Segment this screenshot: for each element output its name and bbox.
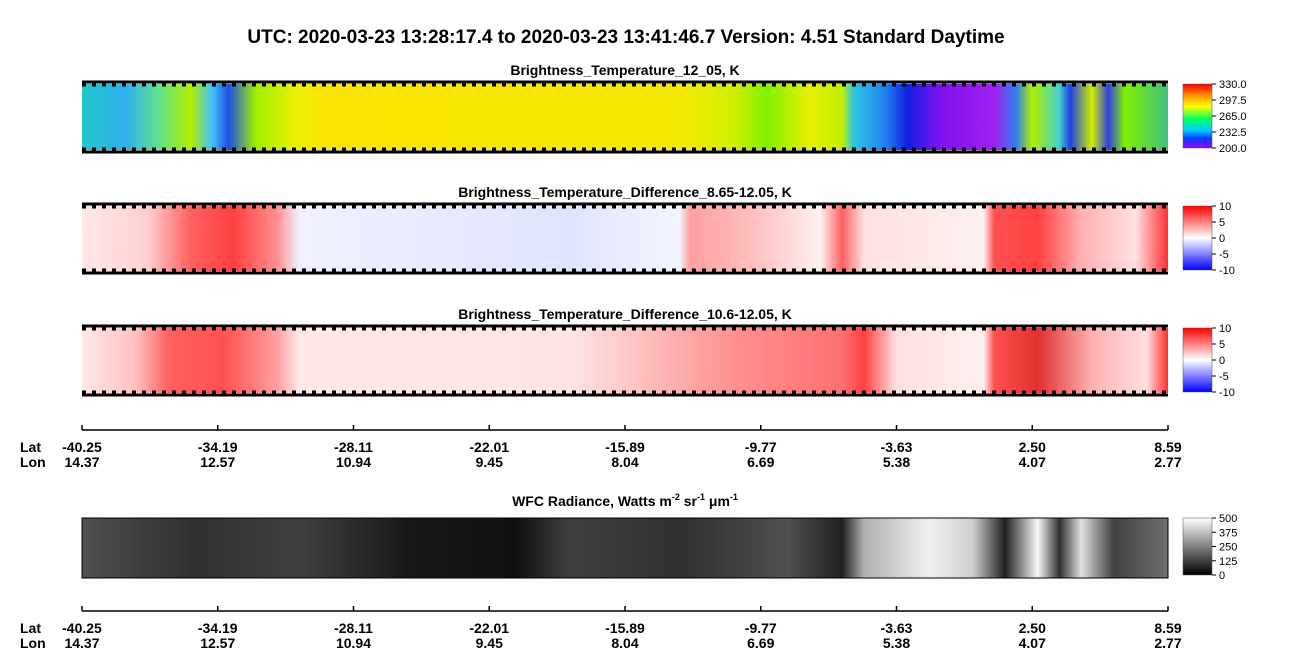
panel-title: Brightness_Temperature_Difference_10.6-1… [458,306,792,322]
lat-tick-label: 8.59 [1154,620,1181,636]
lon-label: Lon [20,635,46,651]
lat-tick-label: 2.50 [1019,439,1046,455]
lat-tick-label: -3.63 [881,620,913,636]
lon-tick-label: 4.07 [1019,635,1046,651]
title-part: -1 [730,492,738,502]
lon-tick-label: 10.94 [336,635,371,651]
lon-tick-label: 14.37 [64,454,99,470]
lat-tick-label: 2.50 [1019,620,1046,636]
colorbar-tick-label: 5 [1219,339,1225,351]
colorbar-tick-label: 297.5 [1219,95,1247,107]
colorbar-tick-label: 0 [1219,355,1225,367]
colorbar-tick-label: 0 [1219,233,1225,245]
lon-tick-label: 5.38 [883,635,910,651]
lon-tick-label: 8.04 [611,635,638,651]
lat-tick-label: -9.77 [745,439,777,455]
image-strip [82,84,1168,150]
title-part: -2 [672,492,680,502]
colorbar-tick-label: 10 [1219,201,1231,213]
colorbar-tick-label: 375 [1219,527,1237,539]
colorbar-tick-label: 0 [1219,570,1225,582]
panel-title: WFC Radiance, Watts m-2 sr-1 μm-1 [512,492,738,509]
title-part: WFC Radiance, Watts m [512,493,672,509]
lon-tick-label: 4.07 [1019,454,1046,470]
lon-tick-label: 9.45 [476,454,503,470]
lon-tick-label: 10.94 [336,454,371,470]
colorbar-tick-label: 250 [1219,542,1237,554]
lon-tick-label: 2.77 [1154,635,1181,651]
colorbar-tick-label: 330.0 [1219,79,1247,91]
lat-tick-label: -9.77 [745,620,777,636]
colorbar-tick-label: 232.5 [1219,127,1247,139]
lon-tick-label: 12.57 [200,635,235,651]
lat-tick-label: -40.25 [62,620,102,636]
lat-label: Lat [20,620,41,636]
colorbar-tick-label: 10 [1219,323,1231,335]
lon-tick-label: 5.38 [883,454,910,470]
colorbar-tick-label: 200.0 [1219,143,1247,155]
colorbar-tick-label: 500 [1219,513,1237,525]
lat-tick-label: -28.11 [334,620,373,636]
lat-tick-label: 8.59 [1154,439,1181,455]
colorbar [1182,83,1213,149]
page-title: UTC: 2020-03-23 13:28:17.4 to 2020-03-23… [247,27,1004,48]
lon-tick-label: 2.77 [1154,454,1181,470]
lat-tick-label: -34.19 [198,439,238,455]
lat-tick-label: -22.01 [469,439,509,455]
colorbar-tick-label: 5 [1219,217,1225,229]
colorbar [1182,327,1213,393]
colorbar-tick-label: -10 [1219,387,1235,399]
lat-tick-label: -3.63 [881,439,913,455]
image-strip [81,517,1169,579]
lon-label: Lon [20,454,46,470]
lon-tick-label: 6.69 [747,635,774,651]
lat-tick-label: -40.25 [62,439,102,455]
lon-tick-label: 8.04 [611,454,638,470]
image-strip [82,206,1168,271]
lat-label: Lat [20,439,41,455]
panel-title: Brightness_Temperature_12_05, K [510,62,739,78]
colorbar-tick-label: -10 [1219,265,1235,277]
title-part: μm [705,493,730,509]
colorbar-tick-label: 125 [1219,556,1237,568]
lon-tick-label: 6.69 [747,454,774,470]
lon-tick-label: 12.57 [200,454,235,470]
lat-tick-label: -15.89 [605,439,645,455]
colorbar-tick-label: 265.0 [1219,111,1247,123]
image-strip [82,328,1168,393]
panel-title: Brightness_Temperature_Difference_8.65-1… [458,184,792,200]
colorbar [1182,517,1213,576]
lat-tick-label: -22.01 [469,620,509,636]
lat-tick-label: -15.89 [605,620,645,636]
lat-tick-label: -34.19 [198,620,238,636]
colorbar [1182,205,1213,271]
lon-tick-label: 14.37 [64,635,99,651]
colorbar-tick-label: -5 [1219,249,1229,261]
title-part: sr [680,493,698,509]
colorbar-tick-label: -5 [1219,371,1229,383]
lon-tick-label: 9.45 [476,635,503,651]
title-part: -1 [697,492,705,502]
lat-tick-label: -28.11 [334,439,373,455]
